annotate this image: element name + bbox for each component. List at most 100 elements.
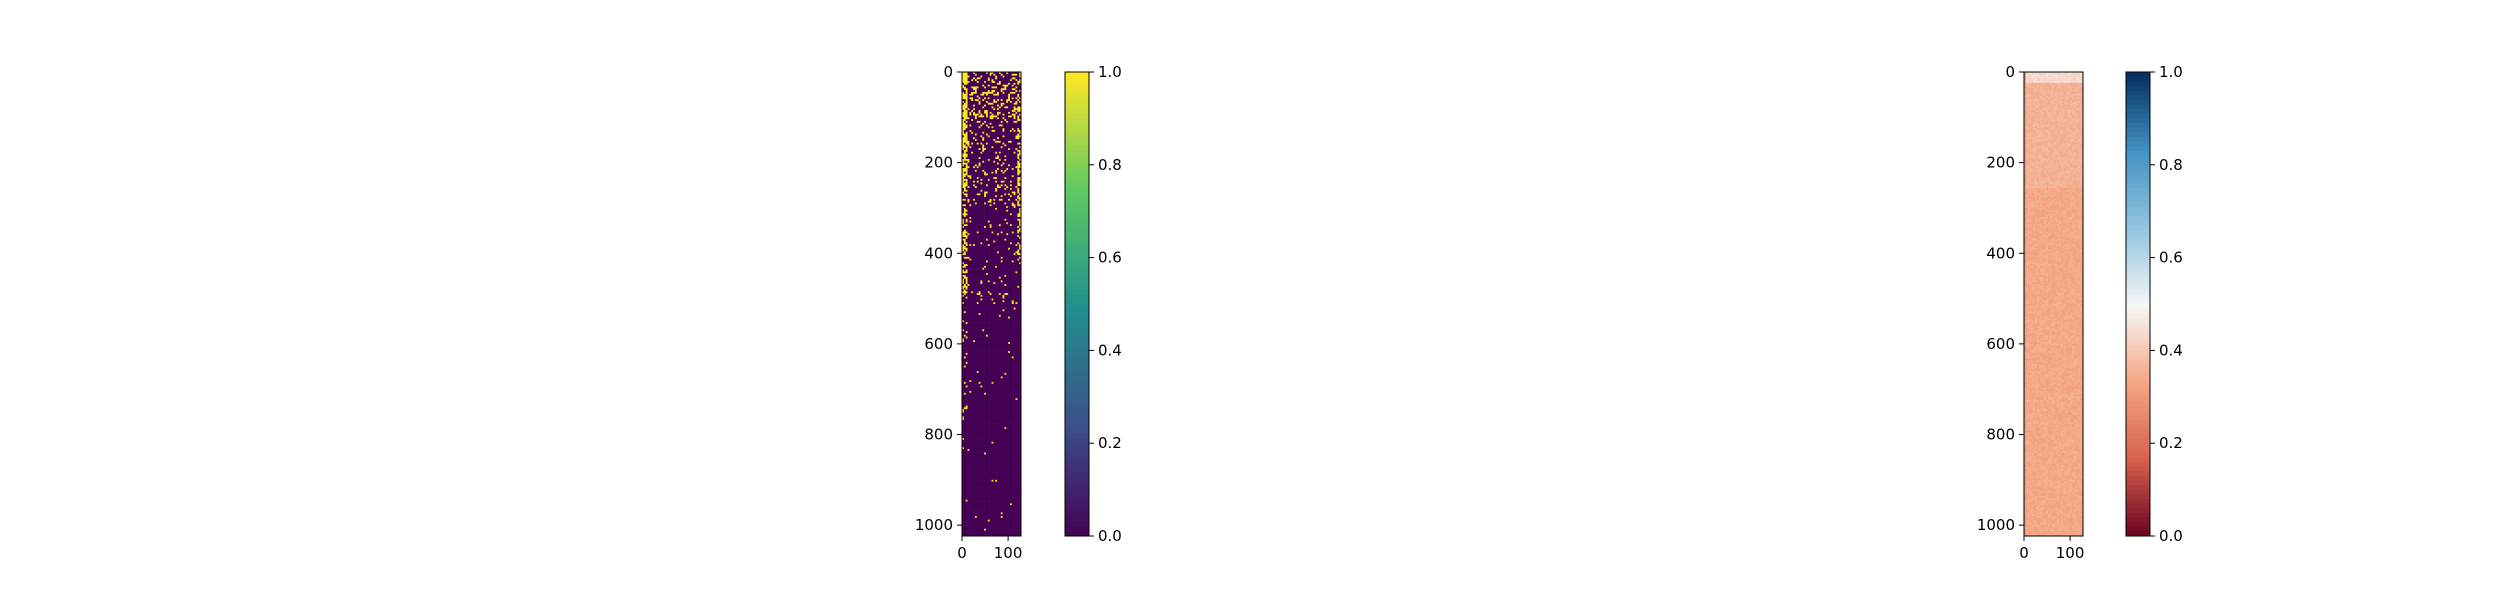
heatmap-cell — [1006, 278, 1009, 281]
heatmap-cell — [1004, 300, 1007, 303]
heatmap-cell — [1015, 108, 1018, 111]
heatmap-cell — [991, 75, 994, 78]
heatmap-cell — [1017, 222, 1020, 225]
heatmap-cell — [973, 251, 976, 254]
heatmap-cell — [984, 139, 987, 142]
heatmap-cell — [1002, 195, 1005, 198]
heatmap-cell — [967, 354, 970, 357]
heatmap-cell — [978, 227, 981, 230]
heatmap-cell — [997, 106, 1000, 109]
heatmap-cell — [1015, 97, 1018, 100]
heatmap-cell — [991, 253, 994, 256]
heatmap-cell — [1017, 300, 1020, 303]
heatmap-cell — [965, 236, 968, 240]
heatmap-cell — [980, 226, 983, 229]
heatmap-cell — [998, 289, 1002, 292]
heatmap-cell — [982, 258, 985, 261]
heatmap-cell — [963, 168, 966, 171]
heatmap-cell — [978, 122, 981, 125]
heatmap-cell — [982, 81, 985, 84]
heatmap-cell — [998, 226, 1002, 229]
heatmap-cell — [1004, 265, 1007, 269]
heatmap-cell — [963, 333, 966, 336]
heatmap-cell — [1017, 347, 1020, 350]
heatmap-cell — [1019, 240, 1022, 243]
heatmap-cell — [963, 148, 966, 151]
heatmap-cell — [1009, 184, 1013, 187]
heatmap-cell — [978, 249, 981, 252]
heatmap-cell — [976, 162, 979, 165]
heatmap-cell — [995, 175, 998, 178]
heatmap-cell — [973, 240, 976, 243]
heatmap-cell — [967, 79, 970, 82]
heatmap-cell — [1017, 137, 1020, 140]
heatmap-cell — [995, 333, 998, 336]
heatmap-cell — [984, 159, 987, 162]
heatmap-cell — [1019, 133, 1022, 136]
heatmap-cell — [991, 320, 994, 323]
heatmap-cell — [1000, 82, 1003, 85]
heatmap-cell — [997, 178, 1000, 182]
heatmap-cell — [987, 331, 990, 334]
heatmap-cell — [962, 120, 965, 124]
heatmap-cell — [971, 73, 974, 76]
heatmap-cell — [998, 298, 1002, 301]
heatmap-cell — [982, 211, 985, 214]
heatmap-cell — [1004, 111, 1007, 114]
heatmap-cell — [1000, 159, 1003, 162]
heatmap-cell — [1000, 197, 1003, 200]
heatmap-cell — [963, 226, 966, 229]
heatmap-cell — [963, 184, 966, 187]
heatmap-cell — [1004, 97, 1007, 100]
heatmap-cell — [963, 354, 966, 357]
heatmap-cell — [980, 140, 983, 143]
heatmap-cell — [1015, 314, 1018, 317]
heatmap-cell — [1011, 115, 1014, 118]
heatmap-cell — [1006, 229, 1009, 232]
heatmap-cell — [995, 171, 998, 174]
heatmap-cell — [971, 244, 974, 247]
heatmap-cell — [998, 191, 1002, 194]
heatmap-cell — [1009, 316, 1013, 319]
heatmap-cell — [985, 293, 989, 296]
heatmap-cell — [993, 285, 996, 288]
heatmap-cell — [1013, 82, 1016, 85]
heatmap-cell — [976, 251, 979, 254]
heatmap-cell — [969, 331, 972, 334]
heatmap-cell — [962, 246, 965, 249]
heatmap-cell — [995, 227, 998, 230]
heatmap-cell — [974, 200, 978, 203]
heatmap-cell — [1011, 305, 1014, 308]
heatmap-cell — [989, 331, 992, 334]
heatmap-cell — [978, 133, 981, 136]
heatmap-cell — [1017, 226, 1020, 229]
heatmap-cell — [963, 262, 966, 265]
heatmap-cell — [984, 327, 987, 330]
heatmap-cell — [1009, 168, 1013, 171]
heatmap-cell — [1017, 193, 1020, 196]
heatmap-cell — [969, 88, 972, 91]
heatmap-cell — [997, 349, 1000, 352]
heatmap-cell — [997, 191, 1000, 194]
heatmap-cell — [997, 160, 1000, 163]
heatmap-cell — [985, 300, 989, 303]
heatmap-cell — [989, 218, 992, 221]
heatmap-cell — [998, 126, 1002, 129]
heatmap-cell — [993, 175, 996, 178]
heatmap-cell — [1002, 331, 1005, 334]
heatmap-cell — [1004, 249, 1007, 252]
heatmap-cell — [1000, 178, 1003, 182]
heatmap-cell — [985, 238, 989, 241]
heatmap-cell — [1008, 130, 1011, 133]
heatmap-cell — [993, 197, 996, 200]
heatmap-cell — [1015, 193, 1018, 196]
heatmap-cell — [963, 267, 966, 270]
heatmap-cell — [991, 124, 994, 127]
heatmap-cell — [963, 206, 966, 209]
heatmap-cell — [978, 95, 981, 98]
heatmap-cell — [1008, 162, 1011, 165]
heatmap-cell — [967, 334, 970, 337]
heatmap-cell — [965, 207, 968, 211]
heatmap-cell — [998, 322, 1002, 325]
heatmap-cell — [995, 280, 998, 283]
